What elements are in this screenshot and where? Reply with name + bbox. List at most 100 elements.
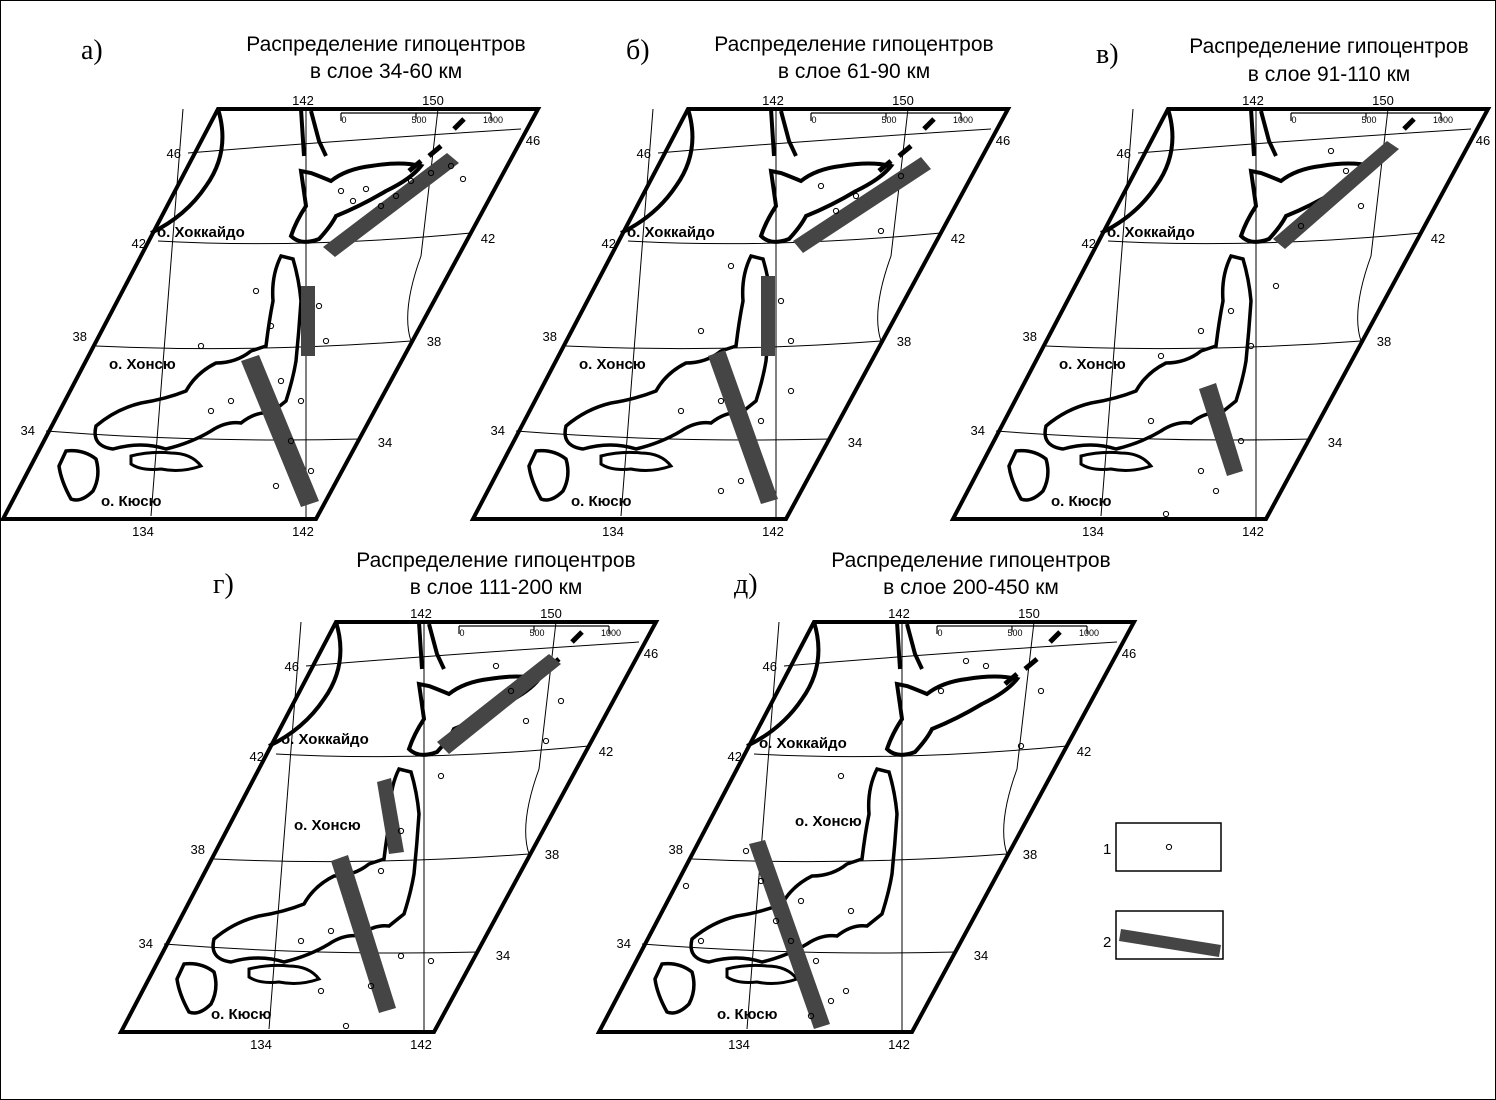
subduction-band — [708, 350, 778, 504]
latitude-label: 34 — [139, 936, 153, 951]
subduction-band — [437, 654, 561, 754]
panel-subtitle: в слое 91-110 км — [1248, 63, 1410, 86]
latitude-label: 46 — [1122, 646, 1136, 661]
hypocenter-dots-g — [297, 662, 565, 1030]
scale-label: 500 — [411, 115, 426, 125]
latitude-label: 38 — [1023, 847, 1037, 862]
hypocenter-dots-b — [677, 172, 905, 495]
scale-label: 0 — [341, 115, 346, 125]
scale-label: 500 — [1007, 628, 1022, 638]
latitude-label: 38 — [545, 847, 559, 862]
panel-title: Распределение гипоцентров — [356, 549, 635, 572]
scale-label: 1000 — [1433, 115, 1453, 125]
longitude-label: 142 — [888, 1037, 910, 1052]
latitude-label: 42 — [602, 236, 616, 251]
scale-label: 1000 — [953, 115, 973, 125]
panel-b-heading: б) Распределение гипоцентров в слое 61-9… — [626, 33, 994, 83]
longitude-label: 142 — [292, 524, 314, 539]
longitude-label: 150 — [892, 93, 914, 108]
longitude-label: 134 — [728, 1037, 750, 1052]
island-label-hokkaido: о. Хоккайдо — [759, 735, 847, 752]
longitude-label: 134 — [132, 524, 154, 539]
subduction-band — [1273, 141, 1399, 249]
island-label-kyushu: о. Кюсю — [101, 493, 162, 510]
latitude-label: 34 — [491, 423, 505, 438]
panel-subtitle: в слое 34-60 км — [310, 60, 462, 83]
panel-subtitle: в слое 111-200 км — [410, 576, 583, 599]
island-label-hokkaido: о. Хоккайдо — [627, 224, 715, 241]
subduction-band — [331, 855, 396, 1013]
island-label-honshu: о. Хонсю — [294, 817, 361, 834]
subduction-band-symbol — [1119, 929, 1221, 957]
longitude-label: 134 — [1082, 524, 1104, 539]
latitude-label: 46 — [526, 133, 540, 148]
island-label-honshu: о. Хонсю — [1059, 356, 1126, 373]
latitude-label: 34 — [848, 435, 862, 450]
longitude-label: 142 — [1242, 93, 1264, 108]
scale-label: 1000 — [483, 115, 503, 125]
longitude-label: 150 — [1018, 606, 1040, 621]
island-label-kyushu: о. Кюсю — [211, 1006, 272, 1023]
legend-label-2: 2 — [1103, 934, 1111, 951]
longitude-label: 142 — [1242, 524, 1264, 539]
map-labels: 142 150 134 142 46 42 38 34 46 42 38 34 0 500 1000 о. Х… — [21, 93, 1491, 1052]
scale-label: 0 — [1291, 115, 1296, 125]
latitude-label: 38 — [73, 329, 87, 344]
longitude-label: 150 — [422, 93, 444, 108]
latitude-label: 42 — [599, 744, 613, 759]
panel-title: Распределение гипоцентров — [714, 33, 993, 56]
panel-title: Распределение гипоцентров — [246, 33, 525, 56]
latitude-label: 46 — [285, 659, 299, 674]
scale-label: 500 — [1361, 115, 1376, 125]
panel-subtitle: в слое 200-450 км — [883, 576, 1059, 599]
subduction-band — [323, 153, 459, 257]
scale-label: 0 — [811, 115, 816, 125]
island-label-hokkaido: о. Хоккайдо — [157, 224, 245, 241]
hypocenter-symbol — [1165, 843, 1173, 851]
panel-title: Распределение гипоцентров — [831, 549, 1110, 572]
latitude-label: 42 — [951, 231, 965, 246]
map-panel-g — [121, 622, 656, 1032]
scale-label: 500 — [529, 628, 544, 638]
panel-d-heading: д) Распределение гипоцентров в слое 200-… — [734, 549, 1111, 600]
map-panel-d — [599, 622, 1134, 1032]
legend-box-1 — [1115, 822, 1222, 872]
latitude-label: 42 — [250, 749, 264, 764]
map-panel-b — [473, 109, 1008, 519]
longitude-label: 142 — [292, 93, 314, 108]
longitude-label: 150 — [1372, 93, 1394, 108]
panel-v-heading: в) Распределение гипоцентров в слое 91-1… — [1096, 35, 1469, 86]
latitude-label: 46 — [763, 659, 777, 674]
longitude-label: 142 — [410, 1037, 432, 1052]
longitude-label: 134 — [250, 1037, 272, 1052]
latitude-label: 42 — [1082, 236, 1096, 251]
panel-letter: б) — [626, 35, 650, 66]
scale-label: 1000 — [1079, 628, 1099, 638]
panel-letter: в) — [1096, 39, 1119, 70]
island-label-hokkaido: о. Хоккайдо — [281, 731, 369, 748]
panel-letter: д) — [734, 569, 758, 600]
latitude-label: 38 — [191, 842, 205, 857]
latitude-label: 46 — [637, 146, 651, 161]
scale-label: 500 — [881, 115, 896, 125]
longitude-label: 142 — [762, 93, 784, 108]
latitude-label: 38 — [1377, 334, 1391, 349]
panel-subtitle: в слое 61-90 км — [778, 60, 930, 83]
latitude-label: 34 — [617, 936, 631, 951]
legend: 1 2 — [1103, 822, 1224, 960]
scale-label: 1000 — [601, 628, 621, 638]
island-label-kyushu: о. Кюсю — [571, 493, 632, 510]
longitude-label: 142 — [888, 606, 910, 621]
map-panel-a — [3, 109, 538, 519]
longitude-label: 142 — [762, 524, 784, 539]
latitude-label: 34 — [21, 423, 35, 438]
latitude-label: 46 — [644, 646, 658, 661]
subduction-band — [761, 276, 775, 356]
panel-letter: г) — [213, 569, 234, 600]
island-label-kyushu: о. Кюсю — [717, 1006, 778, 1023]
latitude-label: 38 — [1023, 329, 1037, 344]
subduction-band — [301, 286, 315, 356]
panel-letter: а) — [81, 35, 103, 66]
longitude-label: 142 — [410, 606, 432, 621]
